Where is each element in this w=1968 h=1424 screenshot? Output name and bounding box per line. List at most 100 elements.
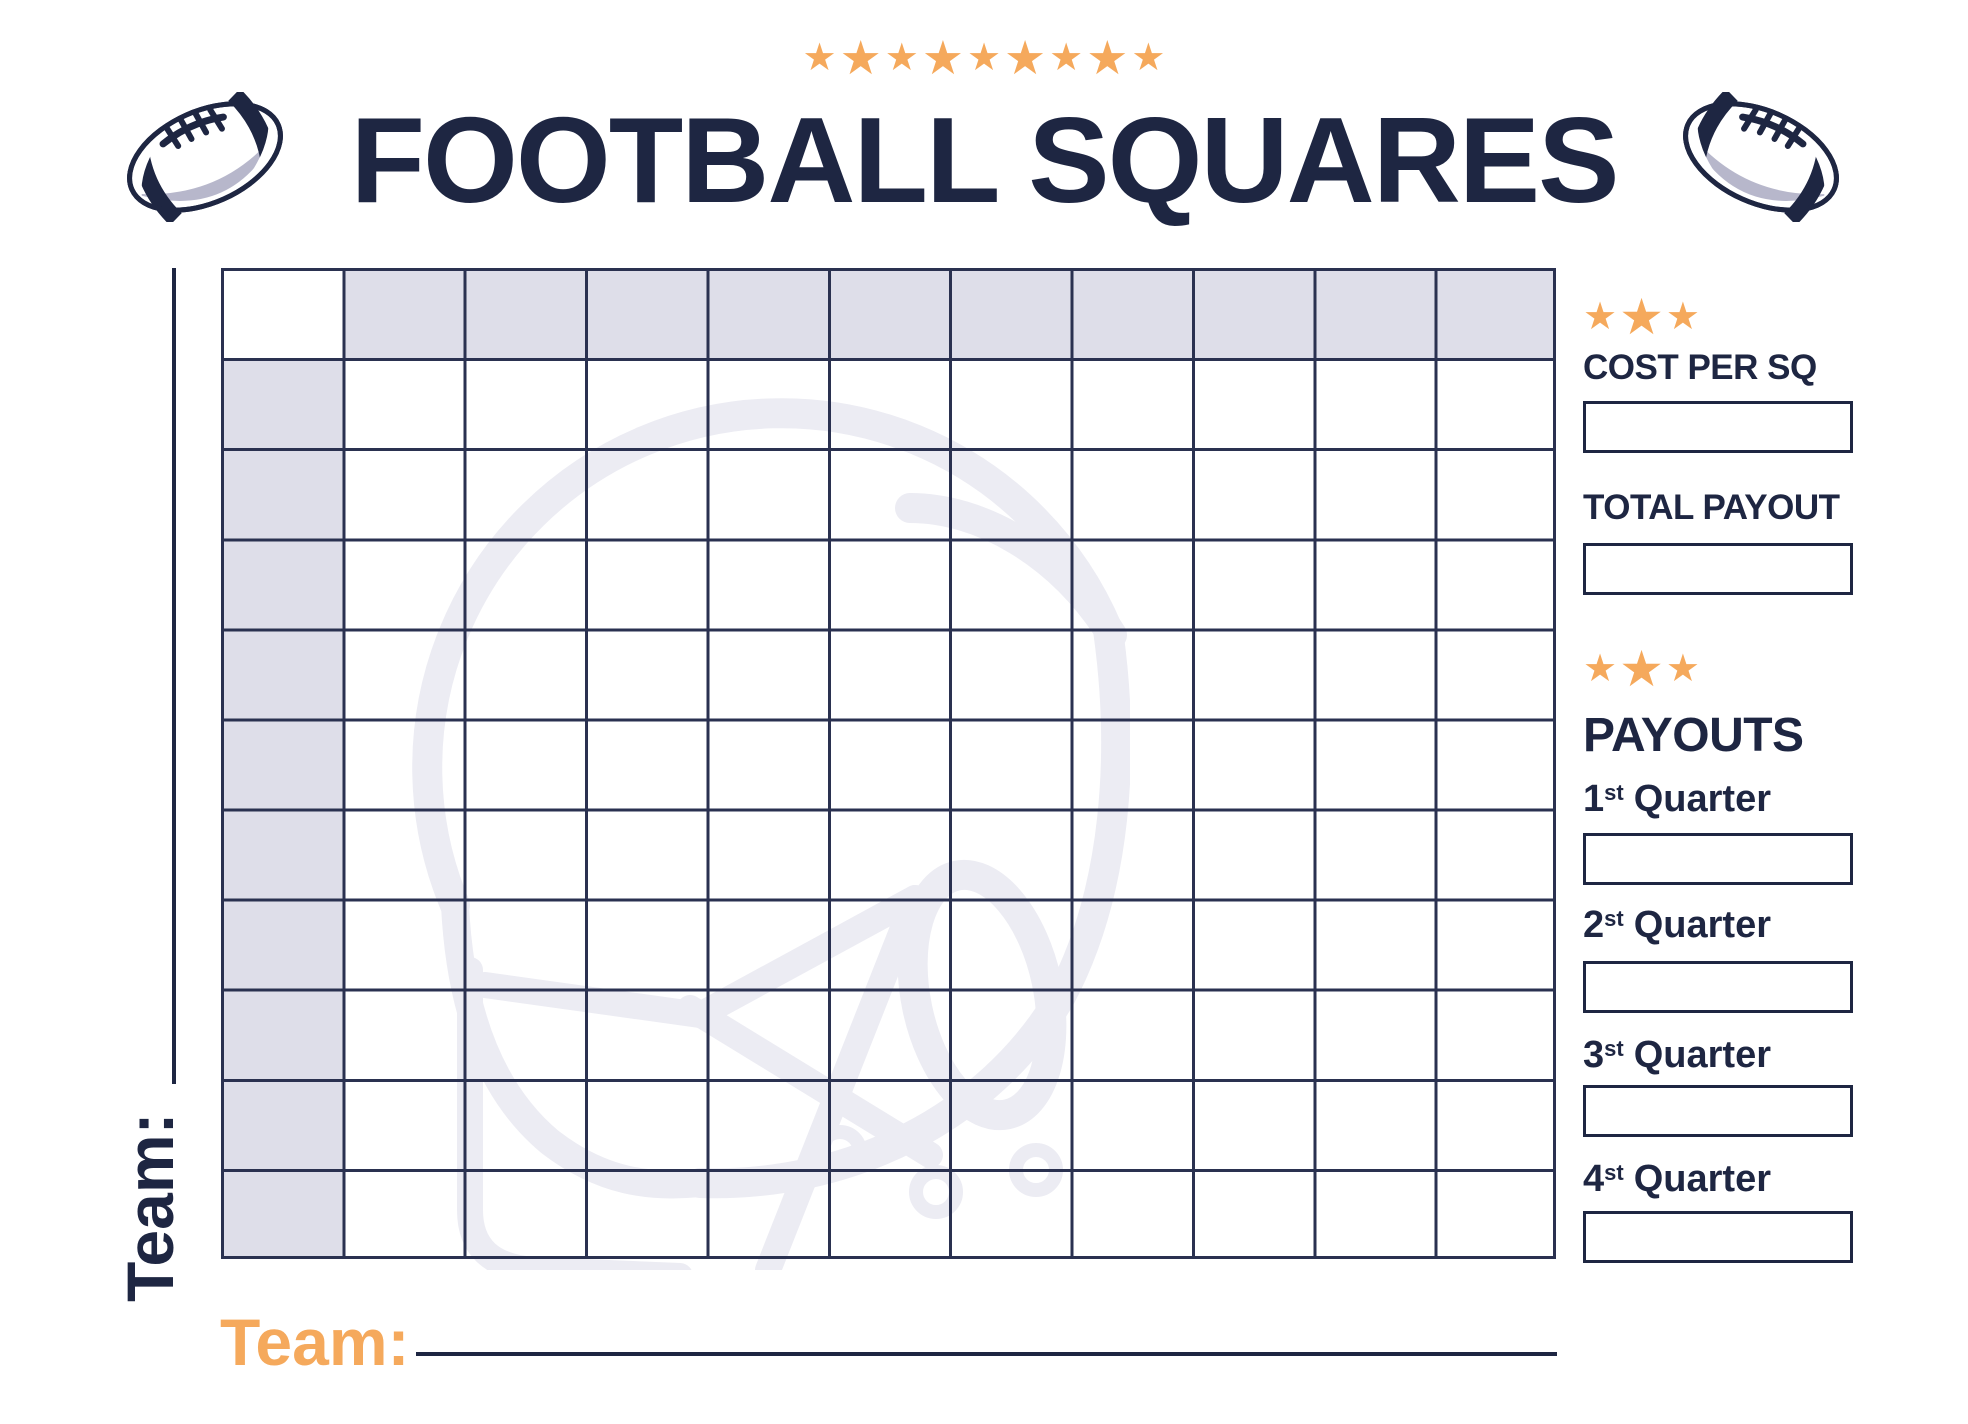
grid-cell[interactable] xyxy=(1070,808,1191,898)
grid-cell[interactable] xyxy=(586,987,707,1077)
grid-cell[interactable] xyxy=(707,1166,828,1256)
grid-cell[interactable] xyxy=(586,1166,707,1256)
grid-cell[interactable] xyxy=(707,1077,828,1167)
grid-cell[interactable] xyxy=(586,1077,707,1167)
grid-cell[interactable] xyxy=(1432,1077,1553,1167)
grid-cell[interactable] xyxy=(1191,361,1312,451)
grid-cell[interactable] xyxy=(466,719,587,809)
grid-cell[interactable] xyxy=(466,361,587,451)
grid-cell[interactable] xyxy=(1070,450,1191,540)
grid-cell[interactable] xyxy=(949,808,1070,898)
grid-cell[interactable] xyxy=(1070,361,1191,451)
grid-cell[interactable] xyxy=(466,629,587,719)
grid-cell[interactable] xyxy=(1311,898,1432,988)
grid-cell[interactable] xyxy=(1311,1077,1432,1167)
grid-cell[interactable] xyxy=(344,271,466,361)
grid-cell[interactable] xyxy=(1311,987,1432,1077)
grid-cell[interactable] xyxy=(345,1077,466,1167)
grid-cell[interactable] xyxy=(1069,271,1191,361)
grid-cell[interactable] xyxy=(345,361,466,451)
grid-cell[interactable] xyxy=(586,450,707,540)
grid-cell[interactable] xyxy=(224,718,345,809)
grid-cell[interactable] xyxy=(1311,450,1432,540)
grid-cell[interactable] xyxy=(707,719,828,809)
grid-cell[interactable] xyxy=(1191,540,1312,630)
grid-cell[interactable] xyxy=(224,539,345,630)
grid-cell[interactable] xyxy=(466,808,587,898)
grid-cell[interactable] xyxy=(1191,898,1312,988)
grid-cell[interactable] xyxy=(1191,719,1312,809)
grid-cell[interactable] xyxy=(828,1077,949,1167)
grid-cell[interactable] xyxy=(707,271,829,361)
grid-cell[interactable] xyxy=(707,450,828,540)
grid-cell[interactable] xyxy=(828,987,949,1077)
grid-cell[interactable] xyxy=(949,361,1070,451)
grid-cell[interactable] xyxy=(224,271,345,361)
grid-cell[interactable] xyxy=(224,629,345,719)
grid-cell[interactable] xyxy=(828,629,949,719)
grid-cell[interactable] xyxy=(1191,1077,1312,1167)
grid-cell[interactable] xyxy=(828,719,949,809)
grid-cell[interactable] xyxy=(345,719,466,809)
grid-cell[interactable] xyxy=(345,1166,466,1256)
grid-cell[interactable] xyxy=(1432,808,1553,898)
grid-cell[interactable] xyxy=(345,808,466,898)
grid-cell[interactable] xyxy=(224,450,345,540)
grid-cell[interactable] xyxy=(828,361,949,451)
grid-cell[interactable] xyxy=(466,898,587,988)
grid-cell[interactable] xyxy=(1311,629,1432,719)
grid-cell[interactable] xyxy=(224,1076,345,1167)
grid-cell[interactable] xyxy=(1432,719,1553,809)
grid-cell[interactable] xyxy=(345,898,466,988)
grid-cell[interactable] xyxy=(1311,808,1432,898)
grid-cell[interactable] xyxy=(1191,1166,1312,1256)
team-name-line-bottom[interactable] xyxy=(416,1352,1557,1356)
quarter-1-payout-input[interactable] xyxy=(1583,833,1853,885)
grid-cell[interactable] xyxy=(949,898,1070,988)
grid-cell[interactable] xyxy=(466,1077,587,1167)
grid-cell[interactable] xyxy=(1070,898,1191,988)
grid-cell[interactable] xyxy=(586,898,707,988)
grid-cell[interactable] xyxy=(1432,629,1553,719)
grid-cell[interactable] xyxy=(1191,808,1312,898)
grid-cell[interactable] xyxy=(1432,540,1553,630)
grid-cell[interactable] xyxy=(707,540,828,630)
grid-cell[interactable] xyxy=(707,987,828,1077)
grid-cell[interactable] xyxy=(1311,271,1433,361)
grid-cell[interactable] xyxy=(465,271,587,361)
grid-cell[interactable] xyxy=(949,450,1070,540)
grid-cell[interactable] xyxy=(1190,271,1312,361)
grid-cell[interactable] xyxy=(707,808,828,898)
grid-cell[interactable] xyxy=(586,271,708,361)
grid-cell[interactable] xyxy=(1070,540,1191,630)
grid-cell[interactable] xyxy=(1070,987,1191,1077)
total-payout-input[interactable] xyxy=(1583,543,1853,595)
grid-cell[interactable] xyxy=(828,808,949,898)
grid-cell[interactable] xyxy=(345,450,466,540)
grid-cell[interactable] xyxy=(1311,1166,1432,1256)
grid-cell[interactable] xyxy=(1070,1166,1191,1256)
grid-cell[interactable] xyxy=(586,719,707,809)
grid-cell[interactable] xyxy=(1432,1166,1553,1256)
grid-cell[interactable] xyxy=(345,540,466,630)
grid-cell[interactable] xyxy=(949,1077,1070,1167)
grid-cell[interactable] xyxy=(828,898,949,988)
grid-cell[interactable] xyxy=(586,808,707,898)
grid-cell[interactable] xyxy=(828,450,949,540)
grid-cell[interactable] xyxy=(1070,629,1191,719)
grid-cell[interactable] xyxy=(949,987,1070,1077)
grid-cell[interactable] xyxy=(1432,271,1553,361)
grid-cell[interactable] xyxy=(345,987,466,1077)
grid-cell[interactable] xyxy=(1432,361,1553,451)
grid-cell[interactable] xyxy=(345,629,466,719)
grid-cell[interactable] xyxy=(1311,361,1432,451)
grid-cell[interactable] xyxy=(1191,629,1312,719)
grid-cell[interactable] xyxy=(1311,719,1432,809)
grid-cell[interactable] xyxy=(707,361,828,451)
grid-cell[interactable] xyxy=(949,719,1070,809)
grid-cell[interactable] xyxy=(828,1166,949,1256)
quarter-2-payout-input[interactable] xyxy=(1583,961,1853,1013)
grid-cell[interactable] xyxy=(707,629,828,719)
grid-cell[interactable] xyxy=(1432,898,1553,988)
grid-cell[interactable] xyxy=(1432,450,1553,540)
